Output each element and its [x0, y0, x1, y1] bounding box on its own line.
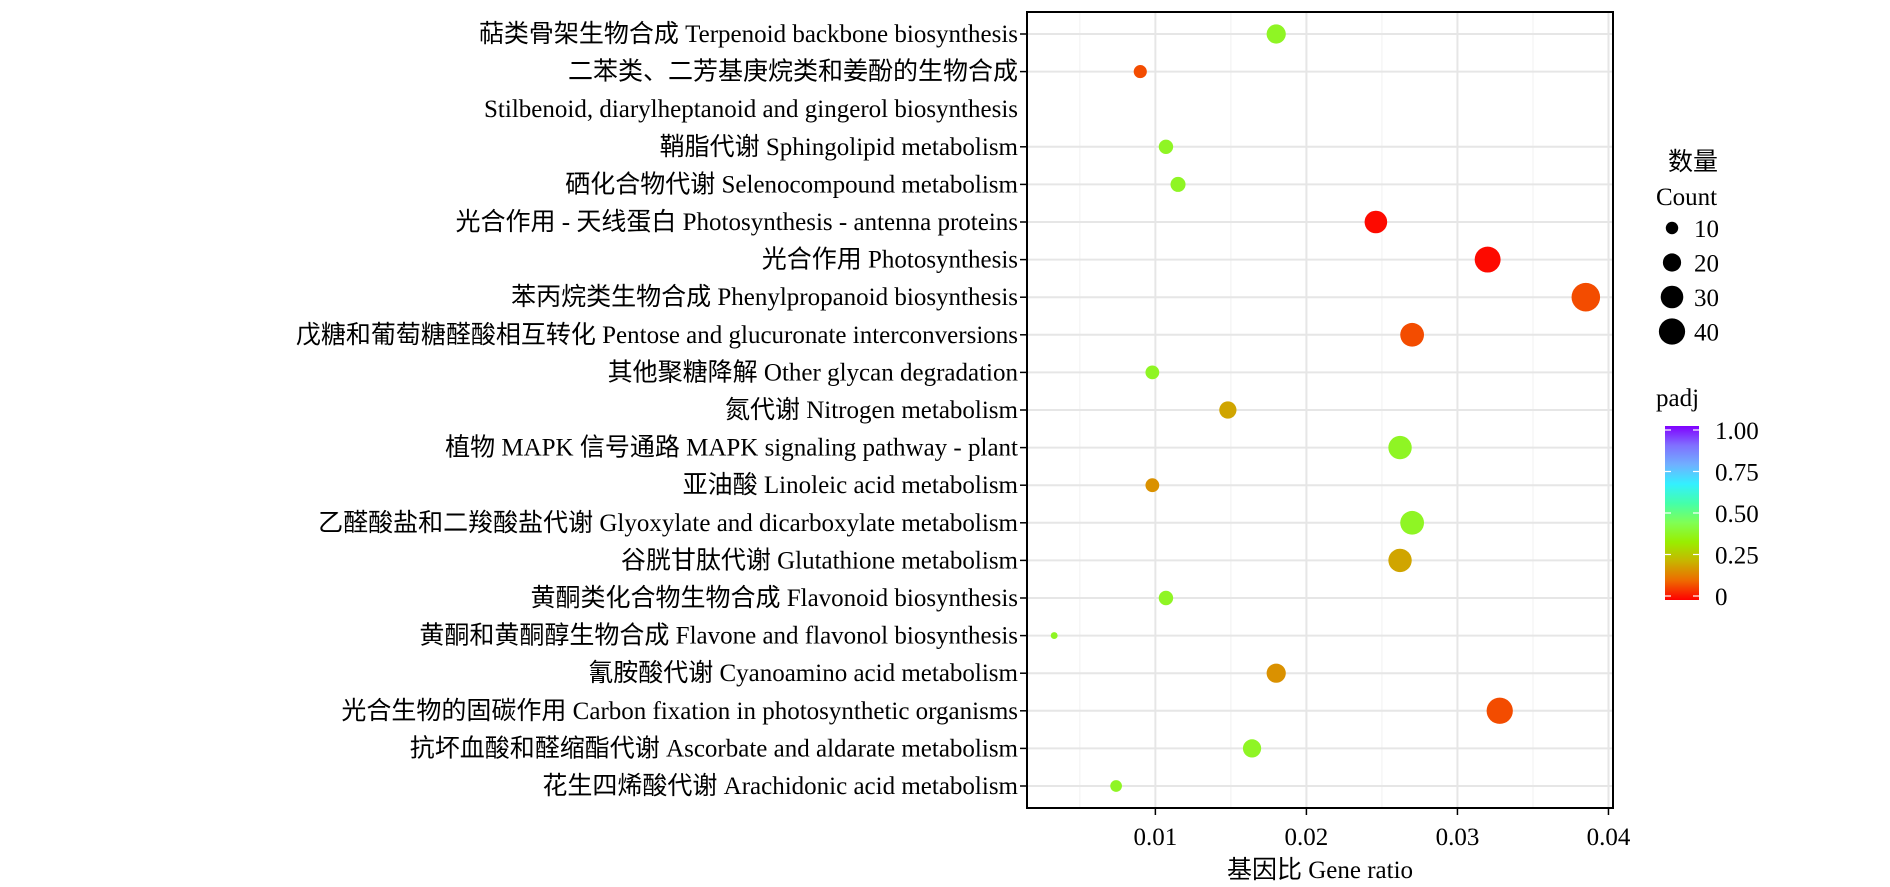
- data-point: [1486, 697, 1513, 724]
- color-legend-label: 0.50: [1715, 501, 1759, 528]
- size-legend-title-cn: 数量: [1668, 148, 1718, 176]
- data-point: [1158, 590, 1174, 606]
- color-legend-label: 0.25: [1715, 543, 1759, 570]
- x-tick-label: 0.02: [1285, 824, 1329, 851]
- y-tick-label: 硒化合物代谢 Selenocompound metabolism: [565, 170, 1018, 198]
- x-tick-label: 0.01: [1134, 824, 1178, 851]
- y-tick-label: 植物 MAPK 信号通路 MAPK signaling pathway - pl…: [445, 434, 1018, 462]
- color-legend-label: 0: [1715, 584, 1728, 611]
- y-tick-label-line2: Stilbenoid, diarylheptanoid and gingerol…: [484, 96, 1018, 123]
- data-point: [1219, 401, 1237, 419]
- y-tick-label: 谷胱甘肽代谢 Glutathione metabolism: [621, 546, 1019, 574]
- grid: [1027, 12, 1613, 808]
- color-legend-title: padj: [1656, 385, 1699, 412]
- size-legend-key: [1660, 285, 1684, 309]
- color-legend-label: 1.00: [1715, 418, 1759, 445]
- x-axis-ticks: 0.01 0.02 0.03 0.04: [1134, 808, 1631, 851]
- size-legend-key: [1662, 253, 1682, 272]
- color-legend-label: 0.75: [1715, 460, 1759, 487]
- x-tick-label: 0.04: [1587, 824, 1631, 851]
- points: [1050, 24, 1601, 792]
- y-tick-label: 乙醛酸盐和二羧酸盐代谢 Glyoxylate and dicarboxylate…: [318, 509, 1018, 537]
- y-tick-label: 光合生物的固碳作用 Carbon fixation in photosynthe…: [341, 697, 1018, 725]
- data-point: [1145, 478, 1160, 493]
- size-legend-label: 20: [1694, 251, 1719, 278]
- size-legend-label: 10: [1694, 216, 1719, 243]
- size-legend-label: 30: [1694, 285, 1719, 312]
- y-tick-label: 光合作用 - 天线蛋白 Photosynthesis - antenna pro…: [456, 208, 1018, 236]
- data-point: [1474, 246, 1501, 273]
- size-legend-key: [1665, 221, 1679, 235]
- y-tick-label: 氮代谢 Nitrogen metabolism: [725, 396, 1019, 424]
- x-tick-label: 0.03: [1436, 824, 1480, 851]
- y-tick-label: 黄酮类化合物生物合成 Flavonoid biosynthesis: [530, 584, 1018, 612]
- data-point: [1170, 176, 1186, 192]
- y-tick-label: 黄酮和黄酮醇生物合成 Flavone and flavonol biosynth…: [419, 622, 1018, 650]
- x-axis-title: 基因比 Gene ratio: [1227, 856, 1413, 884]
- y-tick-label: 亚油酸 Linoleic acid metabolism: [683, 471, 1019, 499]
- data-point: [1133, 65, 1147, 79]
- size-legend-label: 40: [1694, 320, 1719, 347]
- data-point: [1400, 322, 1425, 347]
- data-point: [1571, 282, 1601, 312]
- size-legend-title-en: Count: [1656, 184, 1717, 211]
- data-point: [1388, 435, 1412, 460]
- size-legend-key: [1658, 318, 1686, 345]
- y-tick-label: 戊糖和葡萄糖醛酸相互转化 Pentose and glucuronate int…: [296, 321, 1018, 349]
- y-tick-label: 花生四烯酸代谢 Arachidonic acid metabolism: [542, 772, 1018, 800]
- data-point: [1388, 548, 1412, 573]
- size-legend: 10 20 30 40: [1658, 216, 1719, 347]
- data-point: [1158, 139, 1174, 155]
- data-point: [1242, 739, 1262, 758]
- data-point: [1400, 510, 1425, 535]
- y-tick-label: 抗坏血酸和醛缩酯代谢 Ascorbate and aldarate metabo…: [410, 734, 1019, 762]
- y-tick-label: 光合作用 Photosynthesis: [762, 246, 1018, 274]
- y-tick-label: 苯丙烷类生物合成 Phenylpropanoid biosynthesis: [511, 283, 1018, 311]
- data-point: [1145, 365, 1160, 380]
- data-point: [1110, 780, 1122, 792]
- data-point: [1050, 632, 1058, 640]
- y-tick-label: 氰胺酸代谢 Cyanoamino acid metabolism: [588, 659, 1018, 687]
- y-axis-labels: 萜类骨架生物合成 Terpenoid backbone biosynthesis…: [296, 20, 1027, 800]
- data-point: [1266, 24, 1286, 44]
- data-point: [1266, 663, 1286, 683]
- color-legend: 1.00 0.75 0.50 0.25 0: [1665, 418, 1759, 611]
- y-tick-label: 鞘脂代谢 Sphingolipid metabolism: [660, 133, 1019, 161]
- y-tick-label: 萜类骨架生物合成 Terpenoid backbone biosynthesis: [479, 20, 1018, 48]
- y-tick-label: 二苯类、二芳基庚烷类和姜酚的生物合成: [568, 58, 1018, 86]
- data-point: [1364, 210, 1388, 234]
- y-tick-label: 其他聚糖降解 Other glycan degradation: [608, 358, 1019, 386]
